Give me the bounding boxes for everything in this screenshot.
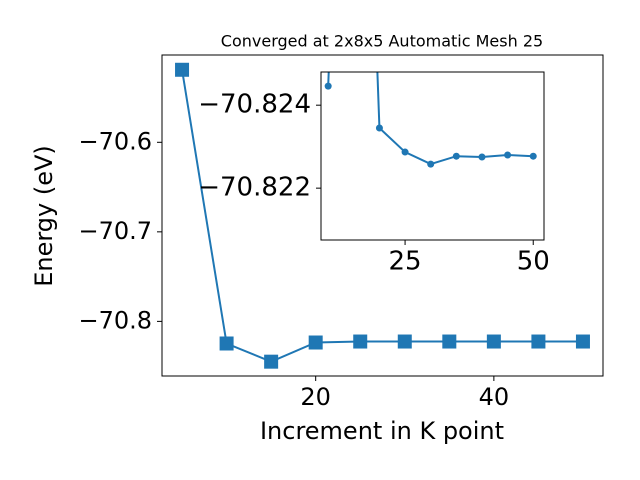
marker <box>175 62 190 77</box>
marker <box>375 124 383 132</box>
plot-clip <box>324 72 537 168</box>
axes-frame <box>161 54 604 377</box>
axes-frame <box>320 71 545 241</box>
marker <box>452 152 460 160</box>
marker <box>531 334 546 349</box>
x-tick-label: 50 <box>517 247 550 277</box>
y-tick-label: −70.7 <box>78 217 152 245</box>
y-axis-label: Energy (eV) <box>30 145 58 287</box>
marker <box>308 335 323 350</box>
x-axis-label: Increment in K point <box>260 417 504 445</box>
marker <box>442 334 457 349</box>
marker <box>219 336 234 351</box>
marker <box>504 151 512 159</box>
plot-clip <box>175 62 590 369</box>
x-tick-label: 20 <box>300 383 331 411</box>
y-tick-label: −70.6 <box>78 127 152 155</box>
y-tick-label: −70.822 <box>198 173 311 203</box>
marker <box>324 82 332 90</box>
x-tick-label: 40 <box>479 383 510 411</box>
marker <box>427 160 435 168</box>
marker <box>264 354 279 369</box>
marker <box>397 334 412 349</box>
series-line <box>181 69 583 363</box>
chart-title: Converged at 2x8x5 Automatic Mesh 25 <box>221 32 543 51</box>
marker <box>401 148 409 156</box>
y-tick-label: −70.8 <box>78 306 152 334</box>
marker <box>486 334 501 349</box>
marker <box>575 334 590 349</box>
marker <box>478 153 486 161</box>
y-tick-label: −70.824 <box>198 90 311 120</box>
marker <box>353 334 368 349</box>
x-tick-label: 25 <box>389 247 422 277</box>
marker <box>529 152 537 160</box>
